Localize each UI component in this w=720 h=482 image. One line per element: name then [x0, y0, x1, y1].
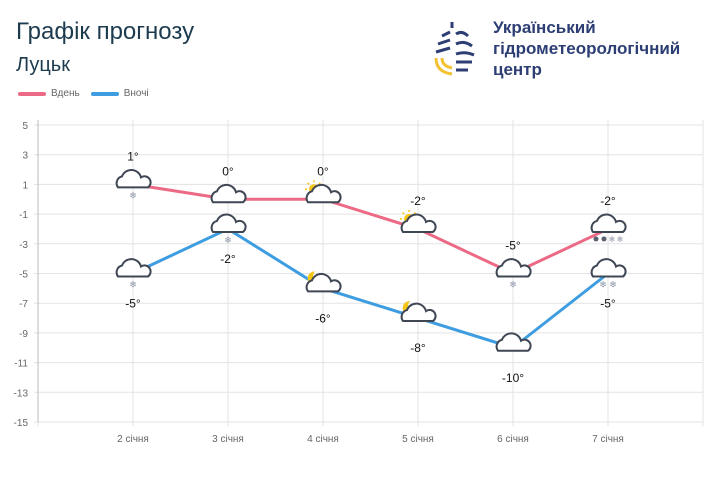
- org-line: центр: [493, 60, 542, 79]
- org-line: Український: [493, 18, 596, 37]
- x-tick-label: 2 січня: [117, 434, 149, 445]
- cloud-icon: [590, 258, 627, 278]
- cloud-icon: [495, 332, 532, 352]
- cloud-snow-icon: ❄: [115, 168, 152, 200]
- legend: Вдень Вночі: [18, 88, 149, 99]
- data-label: -2°: [410, 194, 426, 208]
- forecast-chart: 5 3 1 -1 -3 -5 -7 -9 -11 -13 -15 2 січня 3 січня 4 сі…: [14, 120, 704, 445]
- raindrop-icon: [593, 236, 599, 242]
- snowflake-icon: ❄: [609, 235, 616, 244]
- legend-label-day[interactable]: Вдень: [51, 88, 80, 99]
- cloud-icon: [400, 213, 437, 233]
- legend-label-night[interactable]: Вночі: [123, 88, 149, 99]
- cloud-icon: [590, 213, 627, 233]
- y-tick-label: -11: [14, 359, 28, 370]
- data-label: -10°: [502, 371, 524, 385]
- legend-swatch-night: [90, 91, 119, 96]
- x-tick-label: 4 січня: [307, 434, 339, 445]
- cloud-icon: [115, 168, 152, 189]
- snowflake-icon: ❄: [129, 280, 137, 290]
- snowflake-icon: ❄: [509, 280, 517, 290]
- data-label: -8°: [410, 341, 426, 355]
- moon-cloud-icon: [400, 301, 437, 323]
- y-tick-label: -7: [19, 299, 28, 310]
- cloud-rain-snow-icon: ❄ ❄: [590, 213, 627, 244]
- y-tick-label: -5: [19, 270, 28, 281]
- cloud-snow-icon: ❄: [210, 213, 247, 245]
- x-tick-label: 6 січня: [497, 434, 529, 445]
- cloud-icon: [210, 183, 247, 204]
- snowflake-icon: ❄: [599, 280, 607, 290]
- org-name: Український гідрометеорологічний центр: [493, 17, 680, 80]
- city-name: Луцьк: [16, 54, 70, 76]
- y-tick-label: -1: [19, 210, 28, 221]
- cloud-snow-icon: ❄: [115, 258, 152, 290]
- snowflake-icon: ❄: [617, 235, 624, 244]
- page-title: Графік прогнозу: [16, 18, 195, 45]
- y-tick-label: 1: [22, 180, 28, 191]
- series-line-night: [132, 227, 609, 350]
- data-label: -5°: [505, 239, 521, 253]
- ukrhydromet-logo: [434, 22, 475, 76]
- cloud-icon: [305, 272, 342, 293]
- x-tick-label: 5 січня: [402, 434, 434, 445]
- sun-cloud-icon: [400, 209, 437, 233]
- data-label: -5°: [125, 297, 141, 311]
- raindrop-icon: [601, 236, 607, 242]
- y-tick-label: -13: [14, 388, 29, 399]
- snowflake-icon: ❄: [224, 235, 232, 245]
- y-tick-label: -9: [19, 329, 28, 340]
- cloud-icon: [495, 258, 532, 278]
- series-line-day: [132, 182, 609, 276]
- moon-cloud-icon: [305, 271, 342, 293]
- data-label: 0°: [317, 164, 329, 178]
- sun-cloud-icon: [305, 180, 342, 204]
- y-tick-label: -3: [19, 240, 28, 251]
- cloud-snow-icon: ❄: [495, 258, 532, 290]
- data-label: -5°: [600, 297, 616, 311]
- y-tick-label: -15: [14, 418, 29, 429]
- data-label: 1°: [127, 149, 139, 163]
- cloud-icon: [305, 183, 342, 204]
- y-tick-label: 5: [22, 121, 28, 132]
- snowflake-icon: ❄: [609, 280, 617, 290]
- data-label: -2°: [220, 252, 236, 266]
- data-label: -6°: [315, 311, 331, 325]
- org-line: гідрометеорологічний: [493, 39, 681, 58]
- x-tick-label: 7 січня: [592, 434, 624, 445]
- snowflake-icon: ❄: [129, 190, 137, 200]
- cloud-icon: [115, 258, 152, 278]
- cloud-icon: [210, 183, 247, 204]
- cloud-snow-icon: ❄ ❄: [590, 258, 627, 290]
- cloud-icon: [495, 332, 532, 352]
- data-label: 0°: [222, 164, 234, 178]
- cloud-icon: [400, 302, 437, 323]
- cloud-icon: [210, 213, 247, 233]
- legend-swatch-day: [18, 91, 46, 96]
- x-tick-label: 3 січня: [212, 434, 244, 445]
- y-tick-label: 3: [22, 151, 28, 162]
- data-label: -2°: [600, 194, 616, 208]
